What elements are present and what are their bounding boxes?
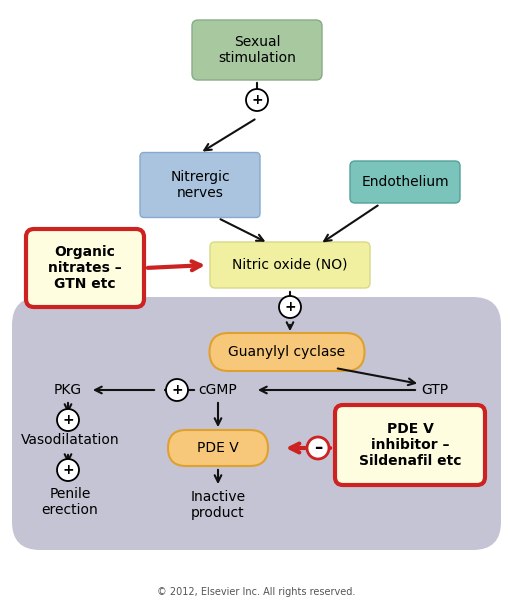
Text: +: + [284,300,296,314]
Text: cGMP: cGMP [199,383,238,397]
Circle shape [57,459,79,481]
Circle shape [166,379,188,401]
Text: Penile
erection: Penile erection [42,487,98,517]
FancyBboxPatch shape [210,242,370,288]
Text: PDE V
inhibitor –
Sildenafil etc: PDE V inhibitor – Sildenafil etc [359,422,461,468]
FancyBboxPatch shape [140,153,260,218]
Text: +: + [62,463,74,477]
Text: GTP: GTP [422,383,448,397]
Text: +: + [171,383,183,397]
Text: Sexual
stimulation: Sexual stimulation [218,35,296,65]
FancyBboxPatch shape [350,161,460,203]
Text: © 2012, Elsevier Inc. All rights reserved.: © 2012, Elsevier Inc. All rights reserve… [157,587,355,597]
Text: Nitrergic
nerves: Nitrergic nerves [170,170,230,200]
Text: Inactive
product: Inactive product [190,490,246,520]
Text: PDE V: PDE V [197,441,239,455]
Circle shape [279,296,301,318]
Text: +: + [251,93,263,107]
FancyBboxPatch shape [168,430,268,466]
Text: Organic
nitrates –
GTN etc: Organic nitrates – GTN etc [48,245,122,291]
Text: +: + [62,413,74,427]
FancyBboxPatch shape [192,20,322,80]
Text: PKG: PKG [54,383,82,397]
Circle shape [307,437,329,459]
Text: Vasodilatation: Vasodilatation [21,433,120,447]
Text: Nitric oxide (NO): Nitric oxide (NO) [232,258,348,272]
FancyBboxPatch shape [26,229,144,307]
Circle shape [246,89,268,111]
Circle shape [57,409,79,431]
Text: Guanylyl cyclase: Guanylyl cyclase [228,345,346,359]
FancyBboxPatch shape [335,405,485,485]
Text: –: – [314,439,322,457]
FancyBboxPatch shape [209,333,365,371]
Text: Endothelium: Endothelium [361,175,449,189]
FancyBboxPatch shape [12,297,501,550]
